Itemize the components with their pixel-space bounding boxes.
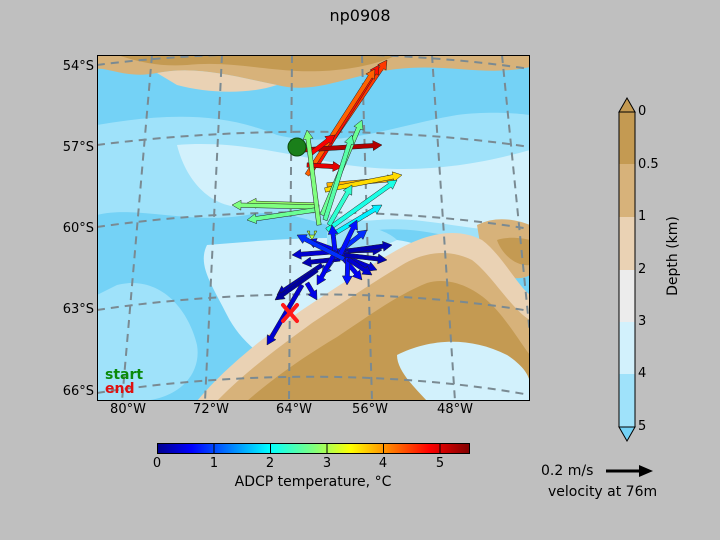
lat-label-66s: 66°S bbox=[62, 384, 94, 399]
ocean-mid-region-west bbox=[97, 283, 198, 401]
velocity-arrow bbox=[274, 267, 319, 301]
lon-label-80w: 80°W bbox=[110, 402, 146, 417]
velocity-arrow bbox=[246, 207, 316, 224]
depth-tick-3: 3 bbox=[638, 314, 647, 329]
graticule bbox=[97, 55, 530, 401]
temperature-colorbar-ticks bbox=[157, 443, 441, 454]
lon-label-48w: 48°W bbox=[437, 402, 473, 417]
velocity-arrow bbox=[306, 230, 318, 241]
velocity-arrow bbox=[347, 240, 393, 254]
lat-label-63s: 63°S bbox=[62, 302, 94, 317]
velocity-arrow bbox=[322, 134, 355, 222]
velocity-arrow bbox=[296, 234, 346, 262]
velocity-arrows bbox=[231, 59, 403, 346]
start-marker bbox=[287, 137, 307, 157]
temperature-tick-4: 4 bbox=[378, 456, 388, 471]
temperature-tick-0: 0 bbox=[152, 456, 162, 471]
velocity-arrow bbox=[343, 252, 388, 265]
end-marker bbox=[281, 303, 299, 323]
map-frame bbox=[97, 55, 530, 401]
legend-start-label: start bbox=[105, 367, 144, 383]
lat-label-54s: 54°S bbox=[62, 59, 94, 74]
scale-arrow bbox=[606, 465, 653, 477]
velocity-arrow bbox=[266, 283, 305, 346]
temperature-tick-1: 1 bbox=[209, 456, 219, 471]
depth-tick-2: 2 bbox=[638, 262, 647, 277]
depth-colorbar-label: Depth (km) bbox=[665, 216, 681, 296]
depth-colorbar bbox=[618, 96, 636, 443]
temperature-tick-3: 3 bbox=[322, 456, 332, 471]
velocity-arrow bbox=[326, 184, 353, 227]
plot-title: np0908 bbox=[329, 6, 391, 25]
depth-tick-0: 0 bbox=[638, 104, 647, 119]
lat-label-60s: 60°S bbox=[62, 221, 94, 236]
lon-label-72w: 72°W bbox=[193, 402, 229, 417]
shelf-north bbox=[157, 70, 277, 92]
depth-tick-4: 4 bbox=[638, 366, 647, 381]
land-east-ridge-dark bbox=[497, 237, 530, 266]
map-panel bbox=[97, 55, 530, 401]
weddell-shelf bbox=[397, 341, 530, 401]
temperature-tick-2: 2 bbox=[265, 456, 275, 471]
velocity-arrow bbox=[304, 281, 318, 301]
velocity-arrow bbox=[346, 256, 373, 276]
velocity-arrow bbox=[337, 219, 358, 257]
depth-tick-5: 5 bbox=[638, 419, 647, 434]
scale-arrow-label: 0.2 m/s bbox=[541, 463, 594, 479]
lat-label-57s: 57°S bbox=[62, 140, 94, 155]
depth-tick-0-5: 0.5 bbox=[638, 157, 659, 172]
temperature-colorbar bbox=[157, 443, 470, 454]
legend-end-label: end bbox=[105, 381, 135, 397]
land-north-dark bbox=[117, 55, 397, 72]
temperature-tick-5: 5 bbox=[435, 456, 445, 471]
lon-label-56w: 56°W bbox=[352, 402, 388, 417]
velocity-caption: velocity at 76m bbox=[548, 484, 658, 500]
depth-tick-1: 1 bbox=[638, 209, 647, 224]
lon-label-64w: 64°W bbox=[276, 402, 312, 417]
velocity-arrow bbox=[301, 140, 383, 153]
velocity-arrow bbox=[325, 179, 398, 233]
velocity-arrow bbox=[302, 129, 322, 226]
temperature-colorbar-label: ADCP temperature, °C bbox=[234, 474, 392, 490]
